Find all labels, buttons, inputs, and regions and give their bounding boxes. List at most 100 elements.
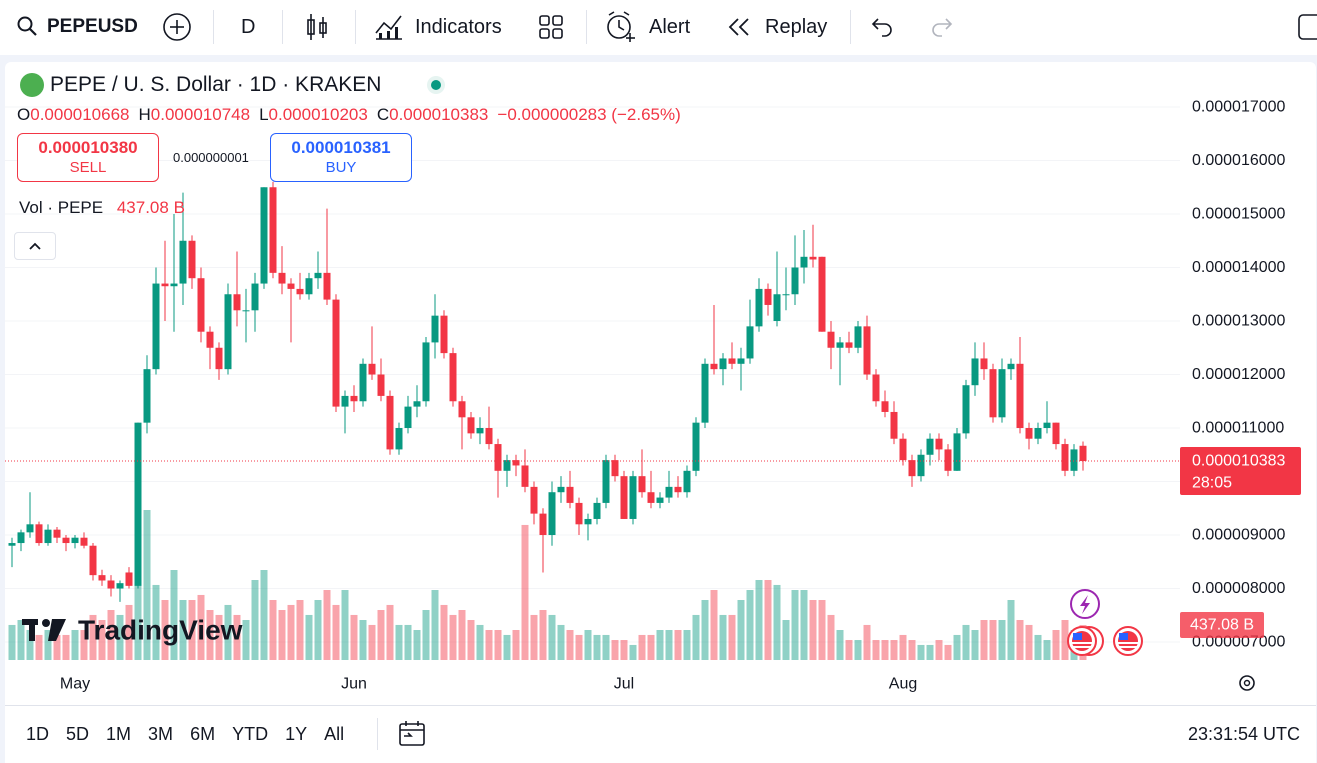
candle-body [386, 395, 394, 450]
volume-bar [629, 644, 637, 660]
search-icon[interactable] [16, 15, 40, 39]
range-button[interactable]: YTD [232, 724, 269, 744]
add-symbol[interactable] [162, 12, 192, 42]
volume-bar [413, 630, 421, 660]
candle-body [719, 358, 727, 370]
interval[interactable]: D [241, 16, 256, 38]
replay[interactable]: Replay [765, 16, 828, 38]
candle-body [674, 486, 682, 493]
volume-bar [593, 634, 601, 660]
range-button[interactable]: 1M [106, 724, 132, 744]
volume-title: Vol · PEPE [19, 198, 104, 217]
candle-body [593, 502, 601, 519]
candle-body [1016, 363, 1024, 429]
candle-body [971, 358, 979, 386]
candle-body [53, 529, 61, 538]
volume-legend: Vol · PEPE 437.08 B [19, 197, 185, 219]
volume-bar [674, 630, 682, 660]
alert[interactable]: Alert [649, 16, 691, 38]
volume-bar [872, 640, 880, 660]
volume-bar [854, 640, 862, 660]
goto-date-icon[interactable] [397, 719, 427, 749]
candle-body [881, 401, 889, 412]
ohlc-key: H [138, 105, 151, 124]
volume-bar [170, 570, 178, 660]
candle-body [17, 532, 25, 544]
flag-icon[interactable] [1113, 626, 1143, 656]
volume-bar [116, 614, 124, 660]
volume-bar [917, 644, 925, 660]
fullscreen-icon[interactable] [1297, 13, 1317, 41]
y-tick-label: 0.000016000 [1192, 152, 1286, 169]
symbol[interactable]: PEPEUSD [47, 16, 138, 37]
indicators-icon[interactable] [374, 13, 404, 41]
volume-bar [935, 640, 943, 660]
range-button[interactable]: 5D [66, 724, 90, 744]
candle-body [350, 395, 358, 402]
volume-bar [62, 634, 70, 660]
candle-body [665, 486, 673, 498]
chart-type-icon[interactable] [305, 12, 331, 42]
candle-body [773, 294, 781, 322]
buy-button[interactable]: 0.000010381 BUY [270, 133, 412, 182]
undo-icon[interactable] [870, 16, 896, 38]
candle-body [224, 294, 232, 370]
flag-icon[interactable] [1067, 626, 1104, 656]
candle-body [467, 417, 475, 434]
volume-bar [260, 570, 268, 660]
candle-body [737, 358, 745, 364]
volume-bar [989, 620, 997, 660]
candle-body [845, 342, 853, 348]
collapse-button[interactable] [14, 232, 56, 260]
range-button[interactable]: 1Y [285, 724, 308, 744]
candle-body [701, 363, 709, 423]
candle-body [368, 363, 376, 375]
volume-bar [386, 604, 394, 660]
bottom-bar: 1D 5D 1M 3M 6M YTD 1Y All 23:31:54 UTC [5, 705, 1316, 763]
volume-bar [422, 610, 430, 660]
candle-body [35, 524, 43, 544]
ohlc-row: O 0.000010668 H 0.000010748 L 0.000010203 C 0.0… [17, 104, 681, 126]
volume-bar [782, 620, 790, 660]
volume-bar [620, 640, 628, 660]
lightning-icon [1080, 595, 1090, 614]
y-tick-label: 0.000012000 [1192, 366, 1286, 383]
candle-body [638, 476, 646, 493]
volume-bar [683, 630, 691, 660]
range-button[interactable]: 1D [26, 724, 50, 744]
candle-body [836, 342, 844, 348]
candle-body [314, 272, 322, 279]
range-button[interactable]: All [324, 724, 345, 744]
volume-bar [728, 614, 736, 660]
volume-bar [1025, 624, 1033, 660]
volume-bar [215, 614, 223, 660]
volume-bar [107, 610, 115, 660]
indicators[interactable]: Indicators [415, 16, 502, 38]
y-tick-label: 0.000011000 [1192, 420, 1284, 437]
volume-bar [908, 640, 916, 660]
candle-body [206, 331, 214, 348]
alert-icon[interactable] [605, 11, 637, 43]
replay-icon[interactable] [726, 17, 752, 37]
settings-icon[interactable] [1239, 675, 1255, 691]
volume-bar [89, 614, 97, 660]
candle-layer [8, 181, 1087, 602]
candle-body [935, 438, 943, 450]
sell-button[interactable]: 0.000010380 SELL [17, 133, 159, 182]
candle-body [557, 486, 565, 493]
volume-bar [485, 630, 493, 660]
settings-icon-center [1243, 679, 1251, 687]
volume-bar [53, 634, 61, 660]
range-button[interactable]: 3M [148, 724, 174, 744]
layout-icon[interactable] [538, 14, 564, 40]
redo-icon[interactable] [928, 16, 954, 38]
volume-bar [251, 580, 259, 660]
spread: 0.000000001 [173, 150, 249, 165]
x-tick-label: May [60, 676, 90, 693]
y-tick-label: 0.000014000 [1192, 259, 1286, 276]
volume-bar [152, 584, 160, 660]
range-button[interactable]: 6M [190, 724, 216, 744]
volume-bar [8, 624, 16, 660]
volume-bar [899, 634, 907, 660]
grid [5, 106, 1180, 643]
